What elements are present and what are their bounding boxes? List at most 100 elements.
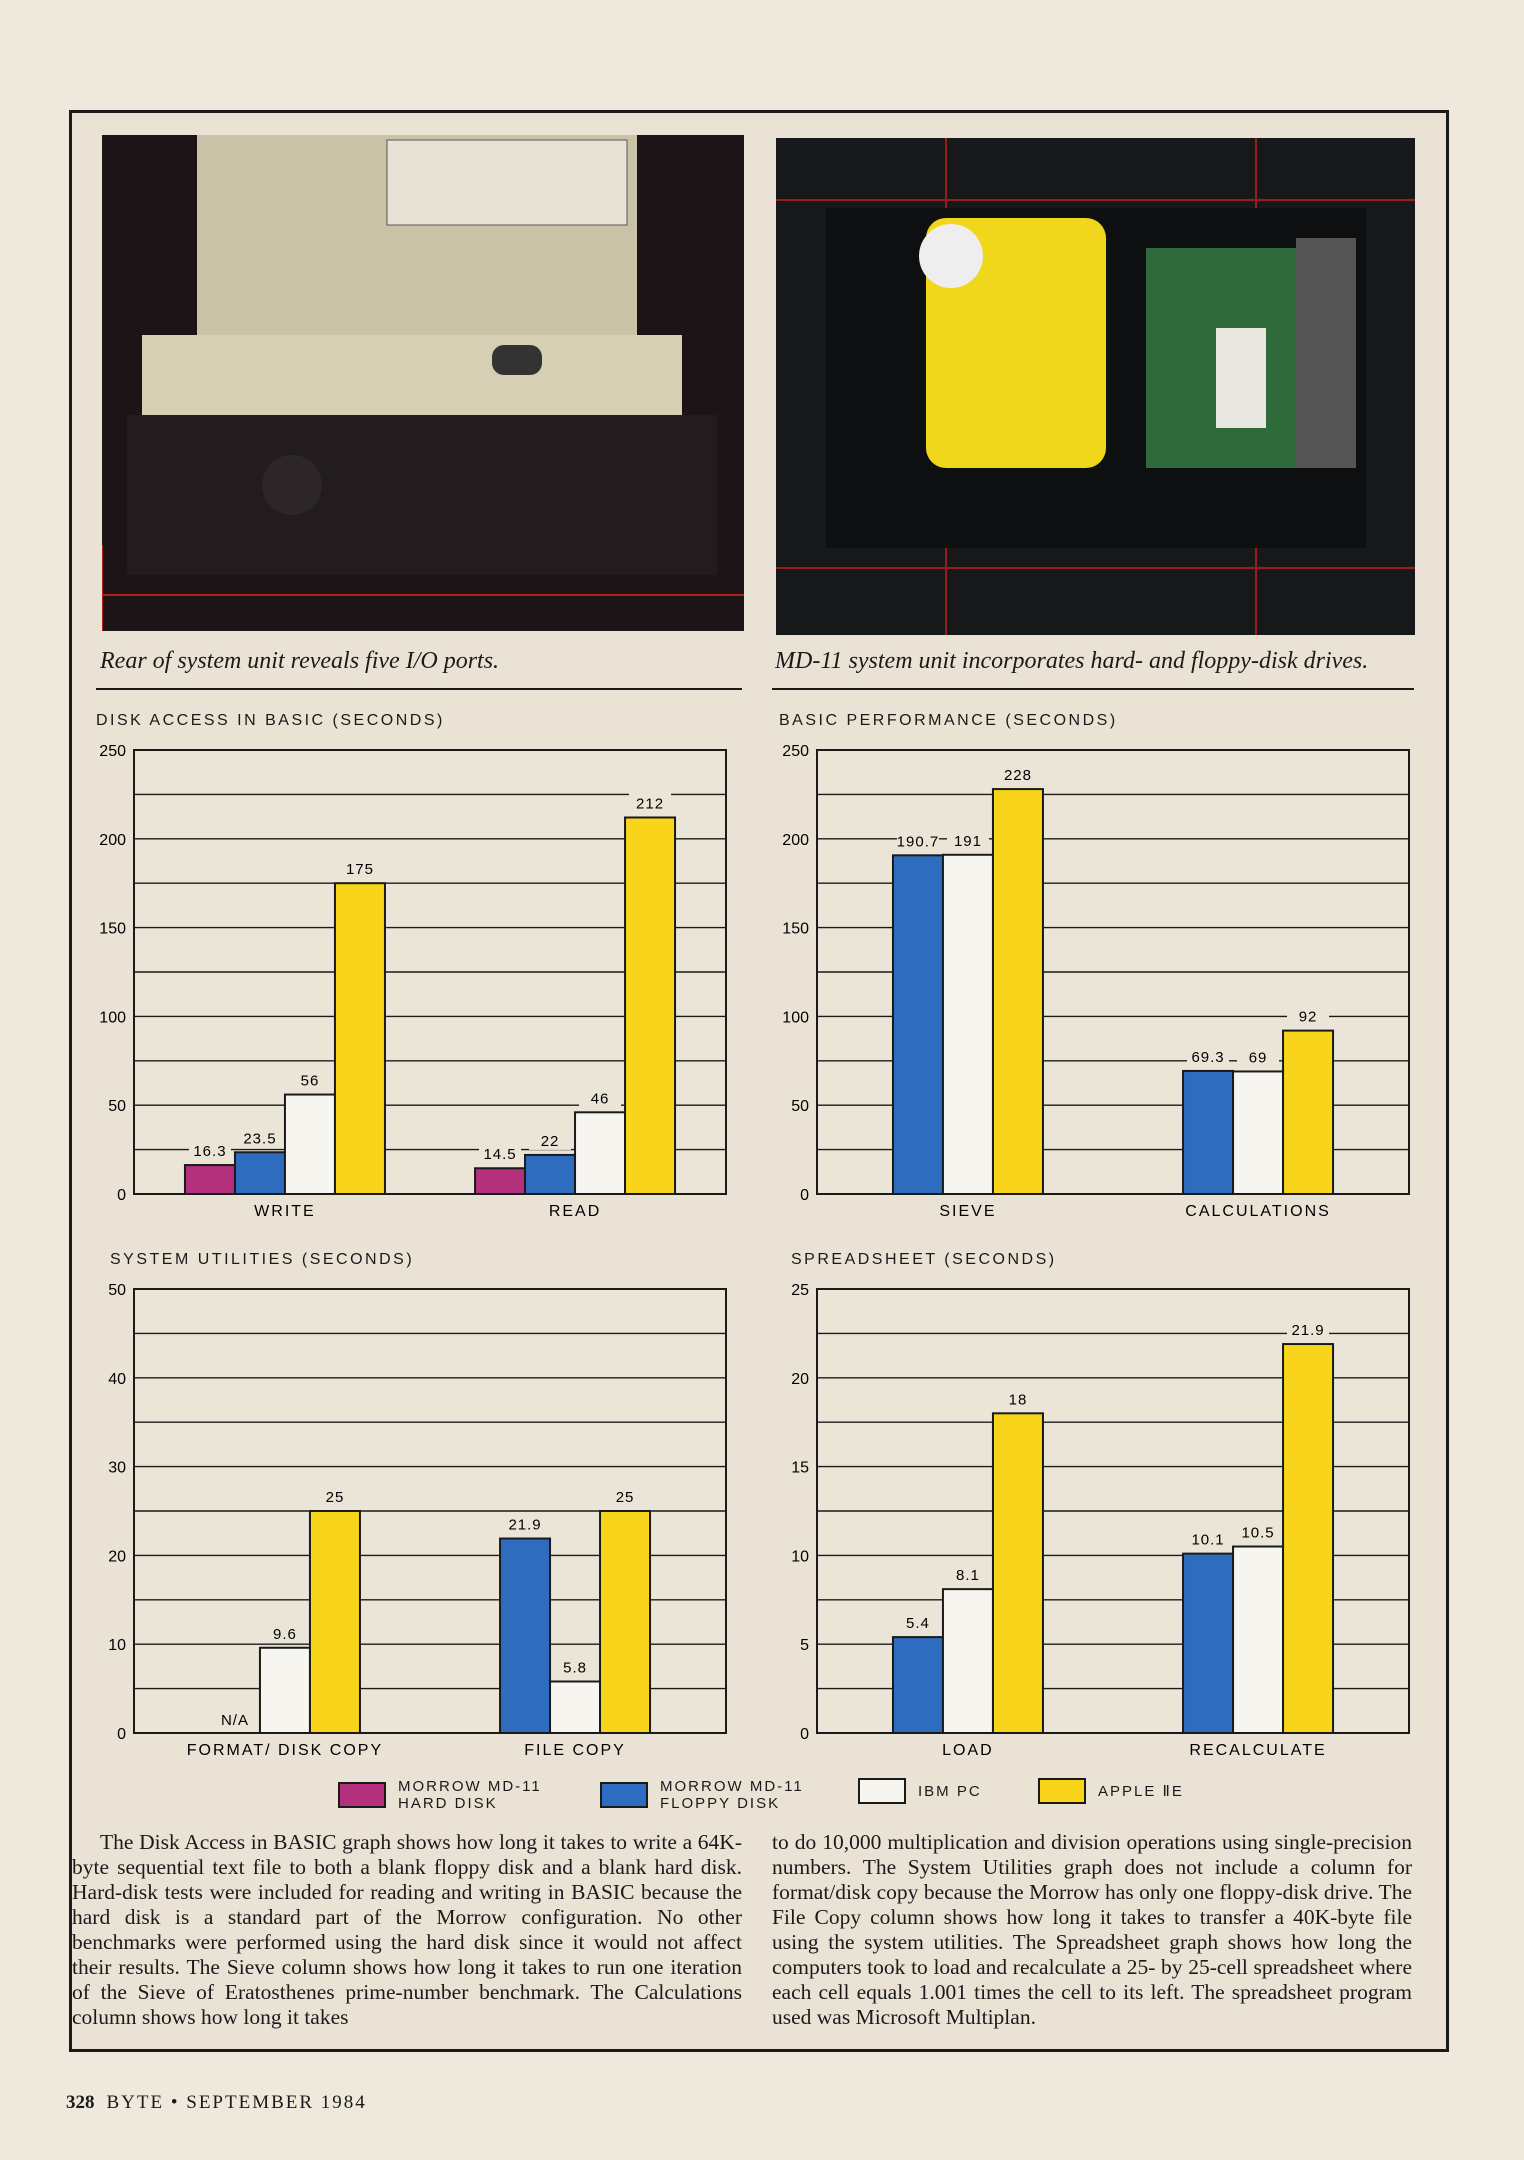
- label-mask: [1187, 1046, 1230, 1066]
- y-tick-label: 30: [108, 1460, 126, 1477]
- photo-caption-left: Rear of system unit reveals five I/O por…: [100, 648, 500, 674]
- category-label: CALCULATIONS: [1185, 1203, 1331, 1220]
- y-tick-label: 100: [782, 1009, 809, 1026]
- label-mask: [529, 1130, 572, 1150]
- legend-label: APPLE ⅡE: [1098, 1782, 1184, 1800]
- label-mask: [996, 1389, 1039, 1409]
- bar: [624, 816, 677, 1195]
- data-label: 10.5: [1241, 1525, 1274, 1542]
- chart-title: BASIC PERFORMANCE (SECONDS): [779, 712, 1118, 729]
- category-label: RECALCULATE: [1189, 1742, 1326, 1759]
- bar: [524, 1153, 577, 1196]
- publication-line: BYTE • SEPTEMBER 1984: [106, 2092, 367, 2113]
- bar: [549, 1680, 602, 1735]
- bar: [941, 853, 994, 1195]
- data-label: 69.3: [1191, 1049, 1224, 1066]
- bar: [599, 1510, 652, 1734]
- category-label: SIEVE: [939, 1203, 996, 1220]
- chart-title: SPREADSHEET (SECONDS): [791, 1251, 1057, 1268]
- y-tick-label: 25: [791, 1282, 809, 1299]
- label-mask: [946, 830, 989, 850]
- label-mask: [604, 1487, 647, 1506]
- legend-label: FLOPPY DISK: [660, 1795, 781, 1812]
- y-tick-label: 100: [99, 1009, 126, 1026]
- data-label: 228: [1004, 767, 1032, 784]
- data-label: 46: [591, 1090, 610, 1107]
- caption-rule-left: [96, 688, 742, 690]
- y-tick-label: 50: [791, 1098, 809, 1115]
- label-mask: [313, 1487, 356, 1506]
- bar: [891, 854, 944, 1195]
- data-label: 18: [1009, 1391, 1028, 1408]
- category-label: WRITE: [254, 1203, 316, 1220]
- chart-system-utilities: SYSTEM UTILITIES (SECONDS) 0 10 20 30 40 50 FO…: [90, 1251, 740, 1771]
- y-tick-label: 150: [782, 921, 809, 938]
- legend-label: MORROW MD-11: [398, 1778, 542, 1795]
- data-label: 14.5: [483, 1146, 516, 1163]
- y-tick-label: 15: [791, 1460, 809, 1477]
- bar: [1182, 1069, 1235, 1195]
- label-mask: [1237, 1047, 1280, 1067]
- data-label: 10.1: [1191, 1532, 1224, 1549]
- legend-item-ibm-pc: IBM PC: [858, 1778, 982, 1804]
- y-tick-label: 10: [791, 1548, 809, 1565]
- y-tick-label: 0: [117, 1726, 126, 1743]
- y-tick-label: 20: [791, 1371, 809, 1388]
- data-label: 23.5: [243, 1130, 276, 1147]
- chart-svg: 0 10 20 30 40 50 FORMAT/ DISK COPY N/A 9.6 25 FILE…: [108, 1282, 727, 1759]
- body-text-column-1: The Disk Access in BASIC graph shows how…: [72, 1830, 742, 2029]
- chart-title: SYSTEM UTILITIES (SECONDS): [110, 1251, 415, 1268]
- legend-item-morrow-hard-disk: MORROW MD-11 HARD DISK: [338, 1778, 542, 1812]
- bar: [233, 1151, 286, 1196]
- chart-svg: 0 5 10 15 20 25 LOAD 5.4 8.1 18 RECALCULATE 10.1 10.…: [791, 1282, 1410, 1759]
- data-label: 175: [346, 861, 374, 878]
- legend-swatch: [338, 1782, 386, 1808]
- label-mask: [946, 1565, 989, 1585]
- bar: [1232, 1070, 1285, 1195]
- label-mask: [263, 1623, 306, 1643]
- bar: [1182, 1552, 1235, 1734]
- legend-swatch: [1038, 1778, 1086, 1804]
- legend: MORROW MD-11 HARD DISK MORROW MD-11 FLOPPY…: [0, 1774, 1524, 1814]
- data-label: 191: [954, 833, 982, 850]
- bar: [333, 882, 386, 1195]
- label-mask: [338, 859, 381, 879]
- data-label: 16.3: [193, 1143, 226, 1160]
- bar: [941, 1588, 994, 1735]
- bar: [991, 788, 1044, 1196]
- bar: [1232, 1545, 1285, 1734]
- category-label: READ: [549, 1203, 601, 1220]
- category-label: LOAD: [942, 1742, 994, 1759]
- y-tick-label: 150: [99, 921, 126, 938]
- label-mask: [238, 1128, 281, 1148]
- data-label: 56: [301, 1073, 320, 1090]
- data-label: 25: [326, 1489, 345, 1506]
- category-label: FILE COPY: [524, 1742, 626, 1759]
- data-label: 212: [636, 795, 664, 812]
- bar: [499, 1537, 552, 1735]
- caption-rule-right: [772, 688, 1414, 690]
- label-mask: [1237, 1522, 1280, 1542]
- y-tick-label: 50: [108, 1098, 126, 1115]
- y-tick-label: 10: [108, 1637, 126, 1654]
- legend-swatch: [600, 1782, 648, 1808]
- y-tick-label: 0: [800, 1187, 809, 1204]
- bar: [1282, 1029, 1335, 1195]
- label-mask: [1287, 1320, 1330, 1340]
- legend-label: MORROW MD-11: [660, 1778, 804, 1795]
- label-mask: [504, 1514, 547, 1534]
- photo-caption-right: MD-11 system unit incorporates hard- and…: [775, 648, 1369, 674]
- legend-item-apple-iie: APPLE ⅡE: [1038, 1778, 1184, 1804]
- data-label: 21.9: [508, 1517, 541, 1534]
- data-label: 25: [616, 1489, 635, 1506]
- y-tick-label: 200: [782, 832, 809, 849]
- label-mask: [996, 765, 1039, 785]
- data-label: 5.4: [906, 1615, 930, 1632]
- label-mask: [896, 1613, 939, 1633]
- data-label: 8.1: [956, 1567, 980, 1584]
- label-mask: [896, 831, 939, 851]
- y-tick-label: 50: [108, 1282, 126, 1299]
- bar: [1282, 1343, 1335, 1734]
- page-footer: 328 BYTE • SEPTEMBER 1984: [66, 2092, 367, 2114]
- bar: [283, 1093, 336, 1196]
